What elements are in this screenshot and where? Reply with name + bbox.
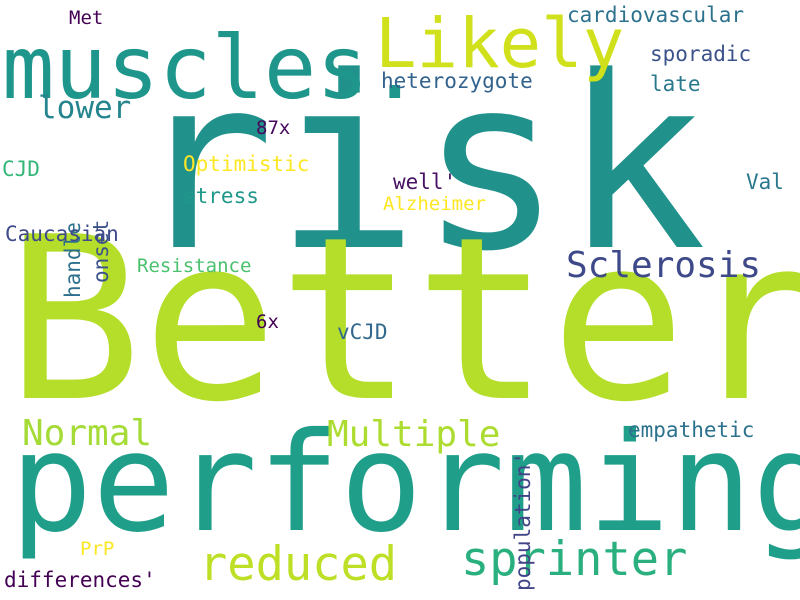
word-population: population'	[511, 451, 535, 591]
word-sprinter: sprinter	[461, 532, 688, 587]
word-cjd: CJD	[2, 157, 40, 181]
word-stress: stress	[183, 184, 259, 208]
word-likely: Likely	[375, 4, 625, 84]
word-optimistic: Optimistic	[183, 152, 310, 176]
word-vcjd: vCJD	[337, 320, 388, 344]
word-better: Better	[6, 189, 800, 452]
word-muscles: muscles.	[2, 17, 422, 119]
word-lower: lower	[38, 90, 132, 126]
word-sclerosis: Sclerosis	[566, 245, 762, 286]
word-prp: PrP	[80, 538, 115, 560]
word-resistance: Resistance	[137, 255, 252, 277]
word-87x: 87x	[256, 117, 291, 139]
word-risk: risk	[131, 26, 707, 304]
word-met: Met	[69, 7, 104, 29]
word-reduced: reduced	[199, 537, 398, 592]
word-6x: 6x	[256, 311, 279, 333]
word-alzheimer: Alzheimer	[383, 193, 486, 215]
word-well: well'	[393, 170, 457, 194]
word-heterozygote: heterozygote	[381, 69, 533, 93]
word-cardiovascular: cardiovascular	[567, 3, 745, 27]
word-val: Val	[746, 170, 784, 194]
word-caucasian: Caucasian	[5, 222, 119, 246]
word-empathetic: empathetic	[628, 418, 755, 442]
word-differences: differences'	[4, 568, 156, 592]
word-late: late	[650, 72, 701, 96]
word-normal: Normal	[22, 413, 153, 454]
word-sporadic: sporadic	[650, 42, 752, 66]
word-performing: performing	[10, 404, 800, 563]
word-multiple: Multiple	[327, 414, 501, 455]
